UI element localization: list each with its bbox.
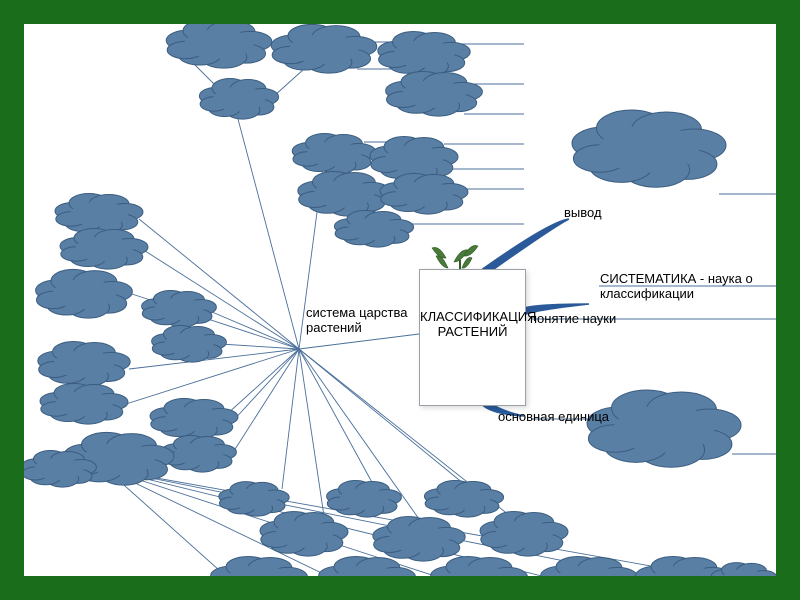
cloud-node <box>572 110 726 187</box>
cloud-node <box>587 390 741 467</box>
cloud-node <box>166 24 272 68</box>
cloud-node <box>260 511 348 556</box>
cloud-node <box>386 71 483 116</box>
cloud-node <box>373 516 465 561</box>
cloud-node <box>60 229 148 270</box>
cloud-node <box>55 194 143 235</box>
frame: КЛАССИФИКАЦИЯ РАСТЕНИЙ вывод СИСТЕМАТИКА… <box>0 0 800 600</box>
cloud-node <box>150 399 238 440</box>
cloud-node <box>327 481 402 518</box>
cloud-node <box>36 269 133 318</box>
cloud-node <box>199 79 278 120</box>
cloud-node <box>319 556 416 576</box>
central-node-box: КЛАССИФИКАЦИЯ РАСТЕНИЙ <box>419 269 526 406</box>
cloud-node <box>378 31 470 76</box>
cloud-node <box>424 481 503 518</box>
canvas-area: КЛАССИФИКАЦИЯ РАСТЕНИЙ вывод СИСТЕМАТИКА… <box>24 24 776 576</box>
diagram-svg <box>24 24 776 576</box>
cloud-node <box>298 171 390 216</box>
cloud-node <box>38 341 130 386</box>
cloud-node <box>40 384 128 425</box>
cloud-node <box>431 556 528 576</box>
cloud-node <box>219 482 289 517</box>
cloud-node <box>292 134 376 175</box>
cloud-node <box>152 326 227 363</box>
cloud-node <box>271 24 377 73</box>
cloud-node <box>142 291 217 328</box>
cloud-node <box>480 511 568 556</box>
cloud-node <box>380 174 468 215</box>
central-node-title: КЛАССИФИКАЦИЯ РАСТЕНИЙ <box>420 310 525 340</box>
